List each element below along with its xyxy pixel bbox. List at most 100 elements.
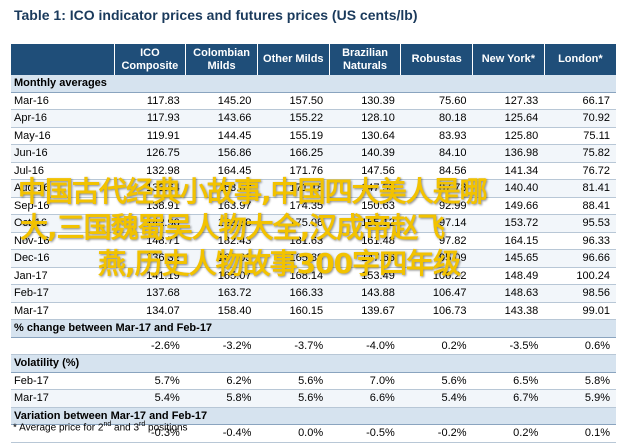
- table-cell: 138.91: [114, 197, 186, 215]
- header-robustas: Robustas: [400, 44, 473, 75]
- table-cell: 165.07: [185, 267, 258, 285]
- table-cell: 155.22: [257, 109, 330, 128]
- table-cell: 6.6%: [329, 389, 401, 408]
- table-cell: 163.97: [185, 197, 258, 215]
- table-cell: 5.8%: [544, 372, 616, 390]
- table-cell: 100.24: [544, 267, 616, 285]
- table-cell: 106.47: [400, 284, 473, 303]
- table-cell: 95.09: [400, 249, 473, 268]
- table-cell: 160.15: [257, 302, 330, 320]
- table-cell: 97.82: [400, 232, 473, 250]
- section-variation: Variation between Mar-17 and Feb-17: [11, 407, 616, 425]
- table-cell: -0.2%: [400, 424, 473, 443]
- table-cell: 130.39: [329, 92, 401, 110]
- table-cell: 166.33: [257, 284, 330, 303]
- table-row: Nov-16 148.71 182.43 181.63 161.48 97.82 164.1…: [11, 232, 616, 250]
- row-label: May-16: [11, 127, 115, 145]
- table-cell: 163.62: [185, 179, 258, 198]
- table-cell: 144.45: [185, 127, 258, 145]
- table-row: Mar-17 5.4% 5.8% 5.6% 6.6% 5.4% 6.7% 5.9%: [11, 389, 616, 408]
- table-cell: -4.0%: [329, 337, 401, 355]
- table-cell: 128.10: [329, 109, 401, 128]
- table-cell: 155.12: [329, 214, 401, 233]
- table-cell: 99.01: [544, 302, 616, 320]
- table-cell: 0.2%: [472, 424, 545, 443]
- table-cell: 106.73: [400, 302, 473, 320]
- table-cell: 5.9%: [544, 389, 616, 408]
- table-cell: 161.48: [329, 232, 401, 250]
- table-cell: 0.0%: [257, 424, 330, 443]
- table-cell: 81.41: [544, 179, 616, 198]
- table-cell: 83.93: [400, 127, 473, 145]
- header-other-milds: Other Milds: [256, 44, 330, 75]
- table-cell: 168.14: [257, 267, 330, 285]
- table-cell: 125.64: [472, 109, 545, 128]
- table-cell: 147.53: [329, 179, 401, 198]
- header-colombian-milds: Colombian Milds: [185, 44, 258, 75]
- table-cell: -0.4%: [185, 424, 258, 443]
- table-cell: 171.76: [257, 162, 330, 180]
- table-cell: 181.63: [257, 232, 330, 250]
- table-cell: 75.11: [544, 127, 616, 145]
- table-cell: 70.92: [544, 109, 616, 128]
- row-label: Mar-17: [11, 302, 115, 320]
- table-row: Apr-16 117.93 143.66 155.22 128.10 80.18 125.6…: [11, 109, 616, 128]
- table-cell: 125.80: [472, 127, 545, 145]
- table-cell: 76.72: [544, 162, 616, 180]
- table-row: Jul-16 132.98 164.45 171.76 147.56 84.56 141.3…: [11, 162, 616, 180]
- table-cell: 174.35: [257, 197, 330, 215]
- table-cell: 157.50: [257, 92, 330, 110]
- table-cell: 165.89: [257, 249, 330, 268]
- header-brazilian-naturals: Brazilian Naturals: [328, 44, 401, 75]
- table-cell: 150.63: [329, 197, 401, 215]
- table-cell: 141.34: [472, 162, 545, 180]
- table-cell: 175.06: [257, 214, 330, 233]
- header-ico-composite: ICO Composite: [113, 44, 186, 75]
- section-label: Variation between Mar-17 and Feb-17: [11, 407, 616, 425]
- table-cell: 137.68: [114, 284, 186, 303]
- table-cell: 136.32: [114, 249, 186, 268]
- table-cell: 5.4%: [114, 389, 186, 408]
- row-label: Mar-17: [11, 389, 115, 408]
- row-label: Jul-16: [11, 162, 115, 180]
- row-label: Aug-16: [11, 179, 115, 198]
- table-cell: 97.14: [400, 214, 473, 233]
- table-cell: 148.49: [472, 267, 545, 285]
- row-label: Feb-17: [11, 372, 115, 390]
- table-cell: 167.03: [185, 249, 258, 268]
- table-cell: 147.66: [329, 249, 401, 268]
- table-cell: 127.33: [472, 92, 545, 110]
- table-cell: 147.56: [329, 162, 401, 180]
- table-cell: 92.99: [400, 197, 473, 215]
- table-cell: 134.07: [114, 302, 186, 320]
- table-cell: 5.6%: [400, 372, 473, 390]
- table-cell: 139.67: [329, 302, 401, 320]
- table-cell: 153.49: [329, 267, 401, 285]
- header-london: London*: [543, 44, 616, 75]
- table-cell: 5.6%: [257, 389, 330, 408]
- table-cell: 156.86: [185, 144, 258, 163]
- table-row: Aug-16 133.64 163.62 171.18 147.53 87.78 140.4…: [11, 179, 616, 198]
- table-cell: 153.72: [472, 214, 545, 233]
- table-cell: 136.98: [472, 144, 545, 163]
- table-cell: 140.39: [329, 144, 401, 163]
- row-label: Nov-16: [11, 232, 115, 250]
- table-cell: 95.53: [544, 214, 616, 233]
- row-label: Jun-16: [11, 144, 115, 163]
- table-row: Jan-17 141.19 165.07 168.14 153.49 106.22 148.…: [11, 267, 616, 285]
- table-cell: 98.56: [544, 284, 616, 303]
- table-cell: 5.6%: [257, 372, 330, 390]
- row-label: [11, 337, 115, 355]
- table-cell: 88.41: [544, 197, 616, 215]
- table-cell: 148.71: [114, 232, 186, 250]
- section-label: Volatility (%): [11, 354, 616, 373]
- table-cell: 5.4%: [400, 389, 473, 408]
- table-cell: 166.25: [257, 144, 330, 163]
- table-cell: 117.93: [114, 109, 186, 128]
- table-cell: 158.40: [185, 302, 258, 320]
- row-label: Feb-17: [11, 284, 115, 303]
- table-cell: 132.98: [114, 162, 186, 180]
- table-cell: 164.15: [472, 232, 545, 250]
- table-cell: 106.22: [400, 267, 473, 285]
- table-cell: -3.7%: [257, 337, 330, 355]
